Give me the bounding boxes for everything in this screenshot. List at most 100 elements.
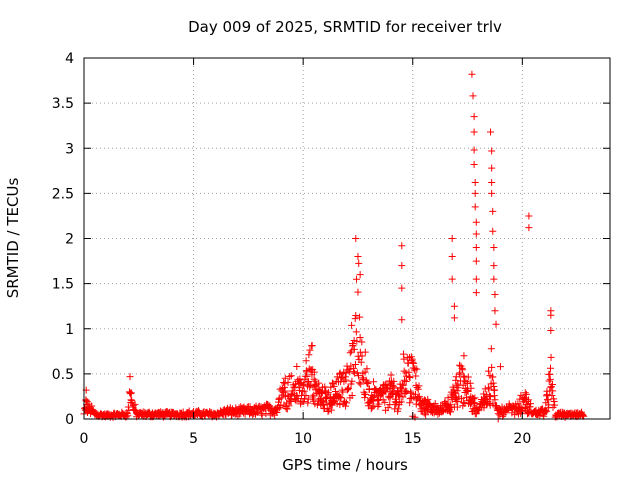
data-point [452,376,460,384]
data-point [482,401,490,409]
data-point [464,373,472,381]
data-point [286,373,294,381]
data-point [527,400,535,408]
data-point [294,394,302,402]
data-point [398,284,406,292]
data-point [310,375,318,383]
data-point [300,387,308,395]
data-point [395,391,403,399]
data-point [342,376,350,384]
data-point [293,363,301,371]
data-point [489,207,497,215]
data-point [547,327,555,335]
data-point [412,372,420,380]
data-point [545,377,553,385]
data-point [127,389,135,397]
data-point [406,399,414,407]
data-point [305,378,313,386]
data-point [549,387,557,395]
data-point [124,412,132,420]
data-point [488,147,496,155]
data-point [522,390,530,398]
data-point [550,397,558,405]
y-axis-title: SRMTID / TECUs [4,178,22,299]
data-point [277,394,285,402]
data-point [491,386,499,394]
data-point [470,399,478,407]
data-point [258,411,266,419]
x-axis-title: GPS time / hours [282,456,408,474]
data-point [341,398,349,406]
data-point [339,388,347,396]
data-point [472,289,480,297]
data-point [451,394,459,402]
data-point [355,379,363,387]
data-point [301,376,309,384]
data-point [344,384,352,392]
data-point [522,394,530,402]
y-tick-labels: 0 0.5 1 1.5 2 2.5 3 3.5 4 [52,51,74,428]
data-point [352,235,360,242]
x-tick-label: 15 [404,431,422,447]
data-point [450,302,458,310]
data-point [350,345,358,353]
data-point [420,409,428,417]
data-point [302,391,310,399]
data-point [398,242,406,250]
data-point [370,378,378,386]
data-point [458,395,466,403]
data-point [361,394,369,402]
data-point [526,403,534,411]
data-point [396,392,404,400]
data-point [314,385,322,393]
data-point [460,372,468,380]
data-point [454,384,462,392]
y-tick-label: 3.5 [52,96,74,112]
data-point [492,320,500,328]
data-point [348,377,356,385]
data-point [287,395,295,403]
data-point [308,341,316,349]
data-point [487,345,495,353]
data-point [354,253,362,261]
data-point [350,368,358,376]
data-point [338,374,346,382]
data-point [284,378,292,386]
data-point [336,370,344,378]
data-point [299,381,307,389]
data-point [302,357,310,365]
data-point [407,389,415,397]
data-point [324,390,332,398]
data-point [335,392,343,400]
data-point [385,385,393,393]
data-point [472,410,480,418]
data-point [279,388,287,396]
data-point [355,372,363,380]
data-point [342,402,350,410]
data-point [470,128,478,136]
data-point [448,235,456,242]
data-point [471,394,479,402]
data-point [399,382,407,390]
data-point [370,385,378,393]
data-point [375,400,383,408]
y-tick-label: 1.5 [52,277,74,293]
data-point [358,352,366,360]
y-tick-label: 2.5 [52,186,74,202]
data-point [431,400,439,408]
data-point [415,382,423,390]
data-point [354,288,362,296]
data-point [484,384,492,392]
chart-title: Day 009 of 2025, SRMTID for receiver trl… [188,18,502,36]
data-point [336,401,344,409]
data-point [362,391,370,399]
data-point [328,379,336,387]
data-point [488,363,496,371]
data-point [480,390,488,398]
y-tick-label: 4 [65,51,74,67]
data-point [357,380,365,388]
data-point [315,379,323,387]
data-point [369,397,377,405]
y-tick-label: 0.5 [52,367,74,383]
